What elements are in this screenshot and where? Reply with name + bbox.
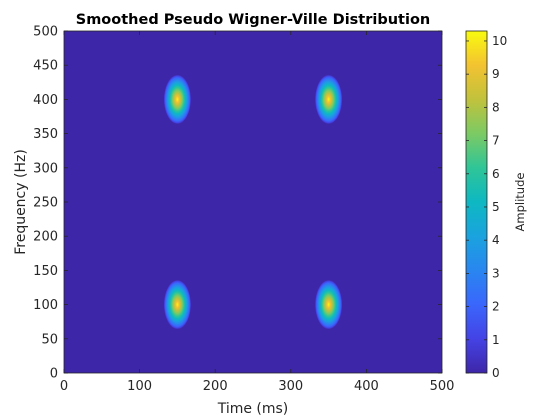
colorbar-tick-label: 1 [492,333,500,347]
y-tick-label: 450 [33,59,58,74]
y-tick-label: 150 [33,264,58,279]
heatmap-peak-3 [163,279,192,330]
y-tick-label: 100 [33,298,58,313]
colorbar: 0 1 2 3 4 5 6 7 8 9 10 Amplitude [465,30,527,380]
y-tick-label: 0 [50,367,58,382]
colorbar-tick-label: 4 [492,233,500,247]
heatmap-peak-2 [314,74,343,125]
y-tick-label: 250 [33,196,58,211]
colorbar-tick-label: 5 [492,200,500,214]
y-tick-label: 50 [41,332,58,347]
colorbar-gradient [466,31,487,373]
chart-title: Smoothed Pseudo Wigner-Ville Distributio… [76,12,431,28]
y-tick-label: 400 [33,93,58,108]
colorbar-ticks: 0 1 2 3 4 5 6 7 8 9 10 [466,34,507,380]
y-tick-label: 500 [33,25,58,40]
x-tick-label: 400 [354,379,379,394]
heatmap-peak-4 [314,279,343,330]
y-axis-title: Frequency (Hz) [13,149,29,255]
x-axis-ticks: 0 100 200 300 400 500 [60,31,455,394]
colorbar-title: Amplitude [513,173,527,232]
x-tick-label: 500 [430,379,455,394]
x-axis-title: Time (ms) [217,401,289,417]
x-tick-label: 200 [203,379,228,394]
x-tick-label: 100 [127,379,152,394]
colorbar-tick-label: 3 [492,266,500,280]
heatmap-peaks [163,74,343,330]
colorbar-tick-label: 6 [492,167,500,181]
y-tick-label: 300 [33,161,58,176]
y-tick-label: 350 [33,127,58,142]
y-tick-label: 200 [33,230,58,245]
x-tick-label: 300 [278,379,303,394]
colorbar-tick-label: 0 [492,366,500,380]
colorbar-tick-label: 2 [492,300,500,314]
colorbar-tick-label: 8 [492,100,500,114]
colorbar-tick-label: 10 [492,34,507,48]
heatmap-background [64,31,442,373]
x-tick-label: 0 [60,379,68,394]
colorbar-tick-label: 9 [492,67,500,81]
colorbar-frame [465,30,488,374]
plot-area: 0 100 200 300 400 500 0 50 100 150 200 250 300 350 40… [33,25,454,395]
y-axis-ticks: 0 50 100 150 200 250 300 350 400 450 500 [33,25,442,382]
heatmap-peak-1 [163,74,192,125]
colorbar-tick-label: 7 [492,134,500,148]
